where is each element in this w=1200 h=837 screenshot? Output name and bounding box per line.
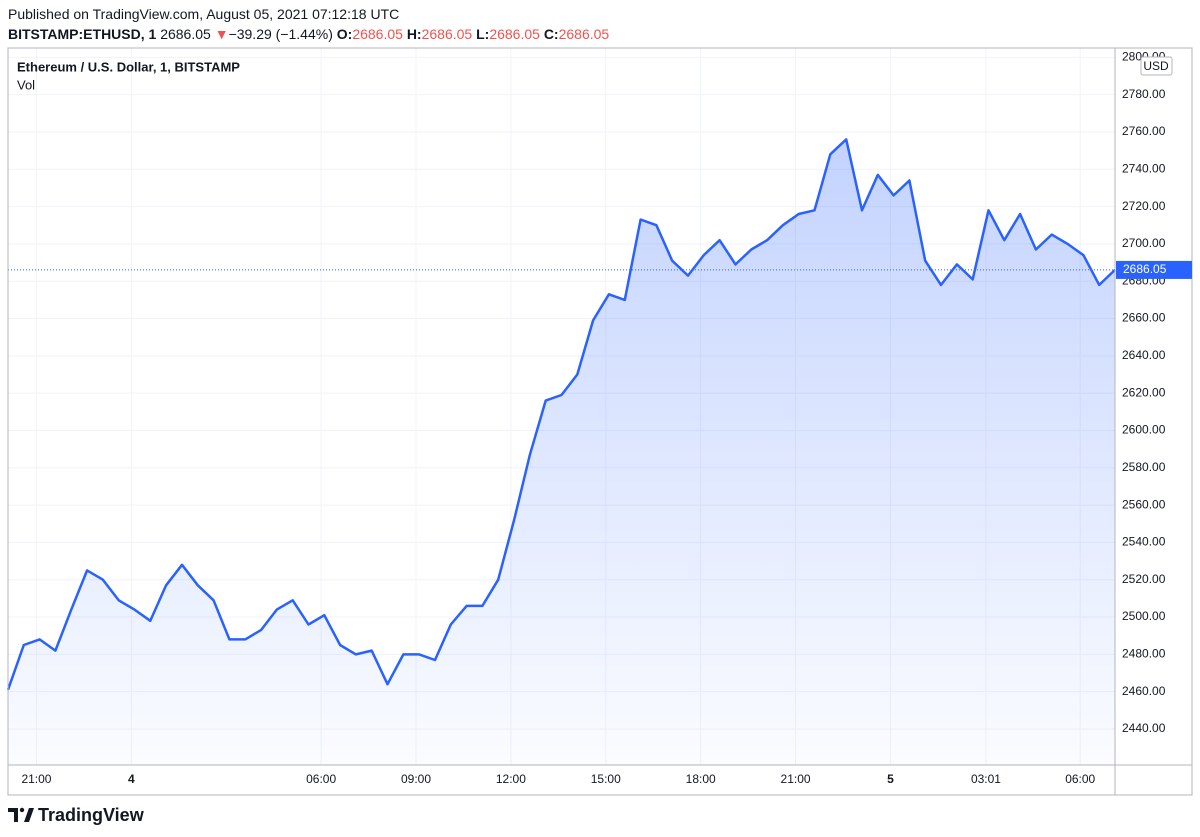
h-label: H: (406, 26, 422, 42)
y-tick-label: 2740.00 (1122, 161, 1166, 175)
y-tick-label: 2780.00 (1122, 87, 1166, 101)
low: 2686.05 (489, 26, 540, 42)
x-tick-label: 09:00 (401, 772, 431, 786)
y-tick-label: 2520.00 (1122, 572, 1166, 586)
frame (7, 47, 1193, 796)
y-tick-label: 2500.00 (1122, 609, 1166, 623)
y-tick-label: 2720.00 (1122, 199, 1166, 213)
area-fill (8, 139, 1115, 765)
x-tick-label: 06:00 (1065, 772, 1095, 786)
o-label: O: (336, 26, 353, 42)
currency-box (1140, 56, 1173, 76)
y-tick-label: 2640.00 (1122, 348, 1166, 362)
x-tick-label: 18:00 (686, 772, 716, 786)
symbol: BITSTAMP:ETHUSD, 1 (8, 26, 157, 42)
x-tick-label: 21:00 (781, 772, 811, 786)
symbol-line: BITSTAMP:ETHUSD, 1 2686.05 ▼−39.29 (−1.4… (8, 26, 609, 42)
price-line (6, 138, 1116, 691)
c-label: C: (543, 26, 559, 42)
published-line: Published on TradingView.com, August 05,… (8, 6, 399, 22)
brand: TradingView (38, 805, 145, 825)
l-label: L: (476, 26, 490, 42)
y-tick-label: 2660.00 (1122, 311, 1166, 325)
y-tick-label: 2460.00 (1122, 684, 1166, 698)
arrow: ▼ (214, 26, 229, 42)
y-tick-label: 2620.00 (1122, 385, 1166, 399)
last-price-box (1116, 260, 1192, 279)
y-tick-label: 2480.00 (1122, 647, 1166, 661)
x-tick-label: 21:00 (21, 772, 51, 786)
y-tick-label: 2700.00 (1122, 236, 1166, 250)
change: −39.29 (−1.44%) (228, 26, 333, 42)
y-tick-label: 2580.00 (1122, 460, 1166, 474)
y-tick-label: 2560.00 (1122, 497, 1166, 511)
close: 2686.05 (558, 26, 610, 42)
x-tick-label: 4 (128, 772, 135, 786)
vol-label: Vol (17, 77, 35, 92)
x-tick-label: 15:00 (591, 772, 621, 786)
plot (6, 138, 1116, 765)
y-tick-label: 2600.00 (1122, 423, 1166, 437)
x-tick-label: 06:00 (306, 772, 336, 786)
high: 2686.05 (421, 26, 473, 42)
y-tick-label: 2540.00 (1122, 535, 1166, 549)
x-tick-label: 5 (887, 772, 894, 786)
logo (8, 807, 34, 822)
currency: USD (1143, 59, 1169, 73)
open: 2686.05 (352, 26, 403, 42)
x-tick-label: 12:00 (496, 772, 526, 786)
y-tick-label: 2440.00 (1122, 721, 1166, 735)
chart-title: Ethereum / U.S. Dollar, 1, BITSTAMP (17, 59, 240, 74)
x-tick-label: 03:01 (971, 772, 1001, 786)
y-tick-label: 2760.00 (1122, 124, 1166, 138)
price: 2686.05 (160, 26, 211, 42)
last-price-label: 2686.05 (1123, 262, 1167, 276)
published: Published on TradingView.com, August 05,… (8, 6, 400, 22)
